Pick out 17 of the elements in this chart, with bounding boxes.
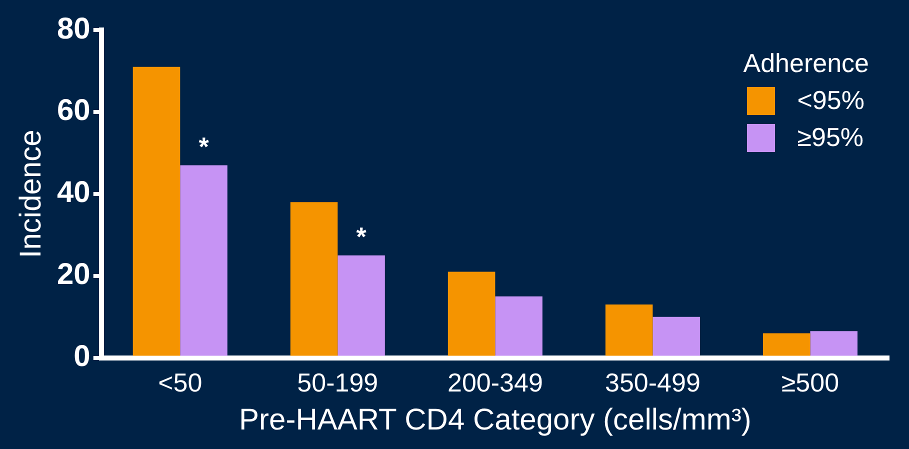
y-tick-label: 80 (56, 12, 90, 46)
y-tick-label: 0 (74, 340, 90, 374)
y-axis-title: Incidence (14, 130, 48, 258)
annotation: * (356, 222, 368, 252)
legend-label: <95% (797, 85, 864, 116)
y-tick-label: 60 (56, 94, 90, 128)
y-tick-label: 40 (56, 176, 90, 210)
x-tick-label: 50-199 (297, 368, 378, 398)
annotation: * (198, 131, 210, 162)
y-tick-label: 20 (56, 258, 90, 292)
legend-title: Adherence (743, 48, 869, 79)
legend-label: ≥95% (797, 122, 864, 153)
x-tick-label: ≥500 (781, 368, 840, 398)
x-axis-title: Pre-HAART CD4 Category (cells/mm³) (239, 403, 752, 436)
x-tick-label: <50 (158, 368, 202, 398)
x-tick-label: 200-349 (447, 368, 543, 398)
x-tick-label: 350-499 (605, 368, 700, 398)
